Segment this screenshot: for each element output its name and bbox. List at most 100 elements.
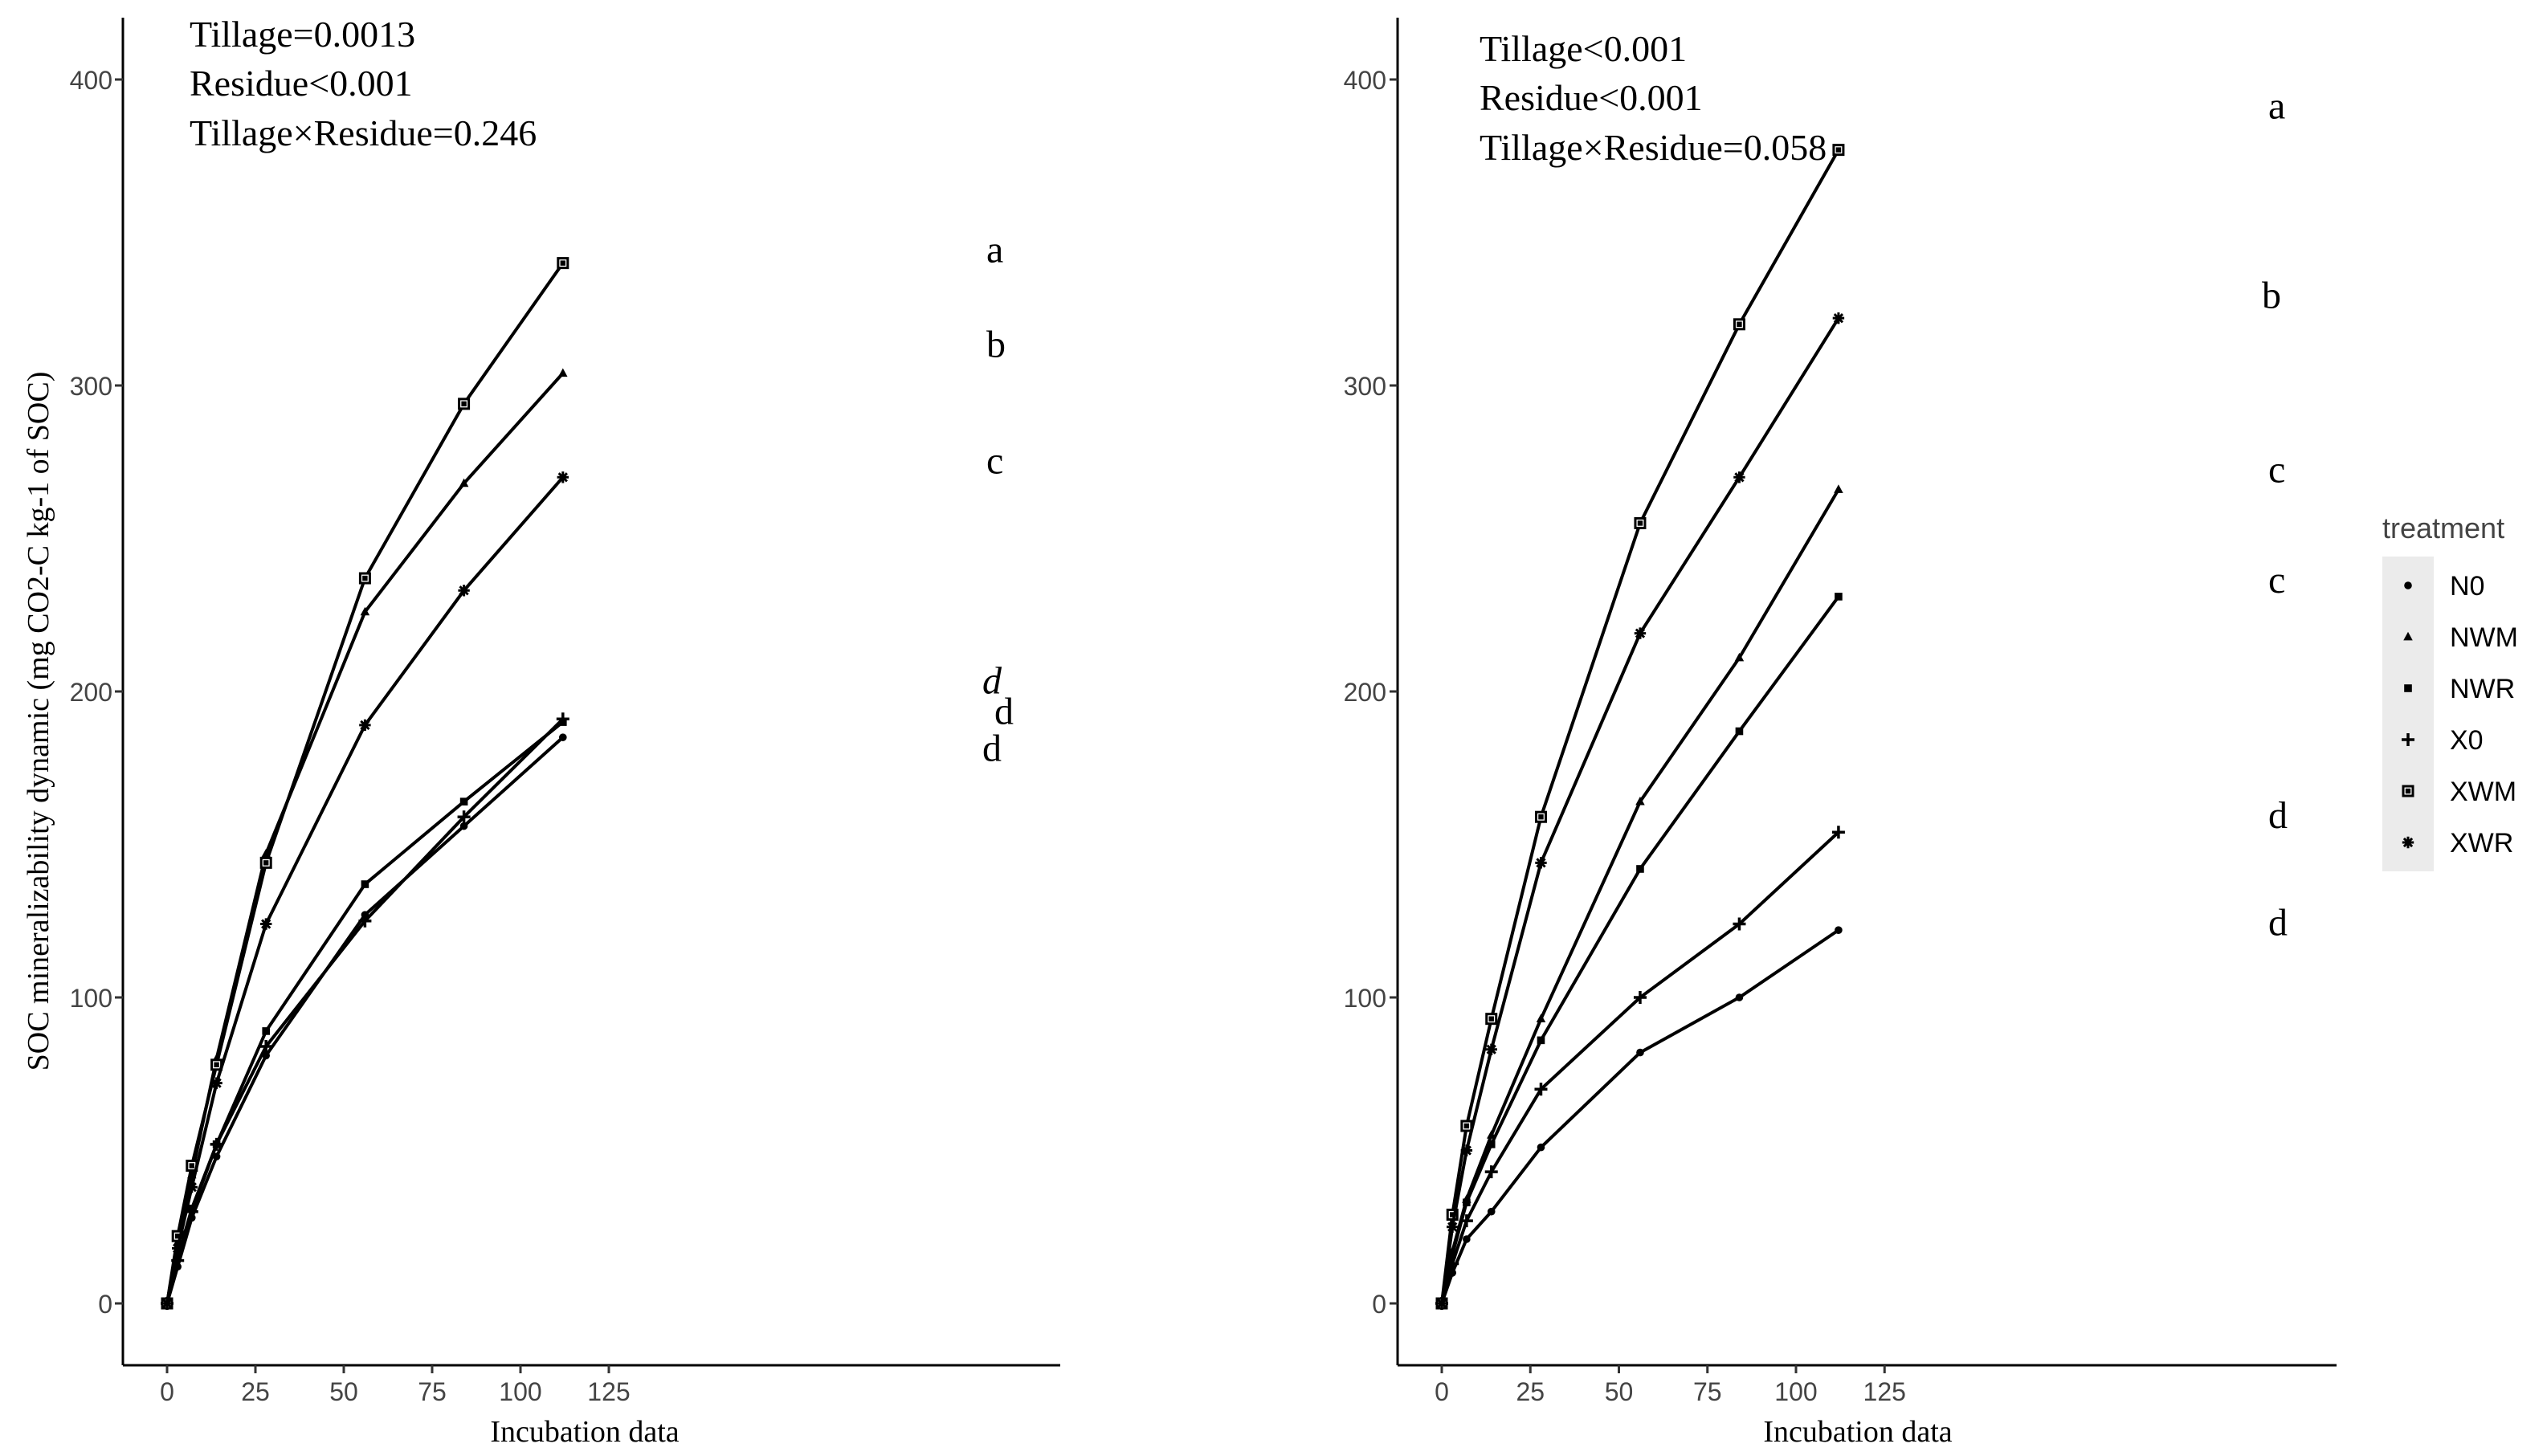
legend-title: treatment — [2382, 512, 2504, 544]
legend-marker-nwm — [2403, 631, 2413, 641]
data-point-x0 — [1831, 826, 1845, 839]
stat-tillage-right: Tillage<0.001 — [1480, 28, 1687, 69]
data-point-x0 — [1733, 917, 1746, 931]
data-point-x0 — [210, 1137, 223, 1151]
x-tick-label: 50 — [1605, 1377, 1634, 1406]
data-point-nwr — [1448, 1250, 1457, 1258]
y-tick-label: 300 — [70, 372, 112, 401]
series-xwr — [161, 471, 569, 1310]
x-tick-label: 75 — [418, 1377, 447, 1406]
legend-item-n0: N0 — [2404, 571, 2484, 602]
legend: treatment N0 NWM NWR X0 XWM XWR — [2382, 512, 2518, 871]
x-tick-label: 0 — [160, 1377, 174, 1406]
data-point-nwm — [558, 368, 568, 377]
x-tick-label: 50 — [329, 1377, 358, 1406]
significance-letter: d — [982, 727, 1002, 769]
legend-item-x0: X0 — [2402, 725, 2484, 756]
legend-label: X0 — [2450, 725, 2484, 756]
x-tick-label: 125 — [1863, 1377, 1906, 1406]
series-line-nwr — [1440, 595, 1840, 1304]
data-point-xwm — [1460, 1120, 1473, 1132]
significance-letter: b — [986, 323, 1006, 365]
significance-letter: d — [994, 691, 1014, 733]
x-tick-label: 0 — [1435, 1377, 1449, 1406]
data-point-xwr — [172, 1242, 184, 1254]
stat-interaction-left: Tillage×Residue=0.246 — [190, 112, 537, 153]
data-point-n0 — [1735, 993, 1744, 1001]
significance-letter: b — [2262, 275, 2281, 317]
series-line-xwm — [1440, 149, 1840, 1304]
y-tick-label: 200 — [70, 678, 112, 707]
significance-letter: a — [986, 228, 1003, 271]
data-point-x0 — [1633, 991, 1647, 1004]
x-tick-label: 125 — [587, 1377, 630, 1406]
legend-label: XWR — [2450, 828, 2513, 859]
y-tick-label: 200 — [1344, 678, 1386, 707]
data-point-xwm — [210, 1058, 223, 1071]
legend-marker-x0 — [2402, 733, 2414, 746]
data-point-x0 — [1484, 1165, 1498, 1179]
data-point-xwr — [1485, 1043, 1497, 1055]
data-point-xwm — [358, 572, 371, 585]
stat-residue-left: Residue<0.001 — [190, 63, 413, 104]
legend-item-nwr: NWR — [2404, 674, 2515, 704]
data-point-nwr — [1487, 1140, 1496, 1148]
x-tick-label: 25 — [1516, 1377, 1545, 1406]
panel-left: Tillage=0.0013 Residue<0.001 Tillage×Res… — [22, 14, 1060, 1449]
data-point-xwr — [1460, 1144, 1473, 1156]
data-point-xwr — [1447, 1221, 1459, 1233]
legend-key-background — [2382, 557, 2434, 871]
data-point-x0 — [1459, 1214, 1473, 1228]
data-point-x0 — [556, 712, 569, 726]
x-tick-label: 75 — [1693, 1377, 1722, 1406]
significance-letter: a — [2268, 84, 2285, 127]
significance-letter: c — [2268, 449, 2285, 491]
data-point-xwm — [1832, 144, 1845, 157]
data-point-xwr — [359, 719, 371, 732]
legend-label: N0 — [2450, 571, 2484, 602]
series-line-xwr — [1440, 317, 1840, 1304]
data-point-nwm — [1635, 796, 1645, 805]
data-point-x0 — [457, 810, 471, 824]
data-point-xwm — [1534, 810, 1547, 823]
data-point-n0 — [1537, 1143, 1545, 1152]
data-point-x0 — [259, 1039, 273, 1053]
data-point-xwr — [458, 585, 470, 597]
legend-marker-xwm — [2402, 785, 2414, 797]
y-tick-label: 300 — [1344, 372, 1386, 401]
significance-letter: c — [2268, 559, 2285, 602]
data-point-x0 — [1534, 1083, 1548, 1096]
significance-letter: d — [982, 660, 1002, 703]
y-tick-label: 0 — [98, 1290, 112, 1319]
data-point-nwr — [1636, 865, 1644, 873]
data-point-xwm — [458, 398, 471, 410]
data-point-nwm — [1834, 484, 1843, 493]
data-point-xwr — [1634, 627, 1647, 639]
data-point-n0 — [1487, 1207, 1496, 1216]
y-axis-label-left: SOC mineralizability dynamic (mg CO2-C k… — [22, 372, 55, 1071]
data-point-xwr — [1733, 471, 1745, 483]
data-point-nwr — [361, 880, 369, 888]
data-point-nwm — [1734, 652, 1745, 662]
data-point-xwr — [161, 1297, 173, 1310]
legend-item-xwm: XWM — [2402, 777, 2516, 807]
x-tick-label: 100 — [1774, 1377, 1817, 1406]
series-xwr — [1435, 312, 1845, 1310]
data-point-nwr — [1537, 1036, 1545, 1045]
data-point-nwr — [262, 1027, 270, 1035]
data-point-x0 — [358, 914, 372, 928]
legend-item-xwr: XWR — [2402, 828, 2513, 859]
data-point-xwr — [210, 1077, 222, 1089]
legend-label: NWM — [2450, 622, 2518, 653]
y-tick-label: 0 — [1372, 1290, 1386, 1319]
data-point-nwm — [360, 606, 370, 616]
y-tick-label: 100 — [70, 984, 112, 1013]
series-line-x0 — [165, 717, 565, 1304]
data-point-n0 — [1835, 926, 1843, 934]
series-line-x0 — [1440, 830, 1840, 1304]
data-point-xwm — [557, 257, 569, 270]
legend-label: NWR — [2450, 674, 2515, 704]
data-point-xwr — [260, 918, 272, 930]
data-point-xwr — [1535, 857, 1547, 869]
significance-letter: d — [2268, 902, 2288, 944]
